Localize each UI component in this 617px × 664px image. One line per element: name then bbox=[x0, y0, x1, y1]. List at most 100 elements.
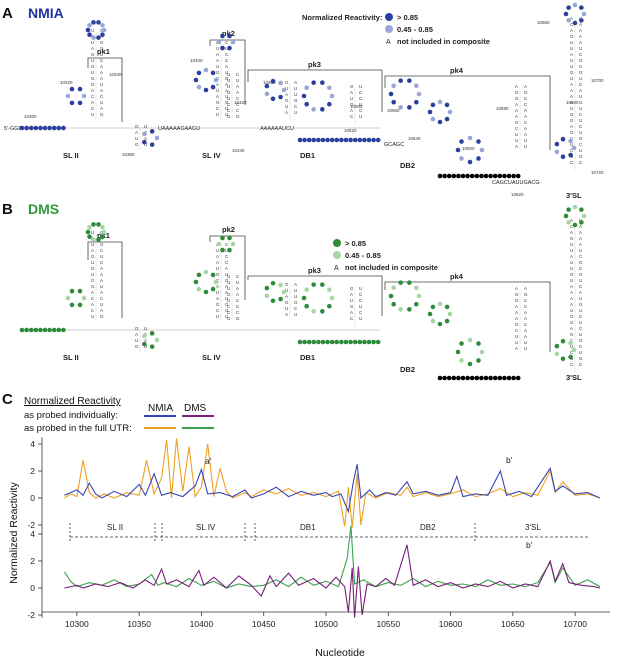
nucleotide-dot bbox=[568, 138, 573, 144]
nucleotide-dot bbox=[203, 67, 209, 73]
legend-b-excluded: not included in composite bbox=[345, 263, 438, 272]
nucleotide-dot bbox=[579, 5, 584, 10]
nucleotide-letter: A bbox=[216, 58, 219, 63]
nucleotide-dot bbox=[213, 279, 219, 285]
nucleotide-dot bbox=[51, 125, 57, 131]
nucleotide-letter: C bbox=[91, 308, 95, 313]
nucleotide-letter: C bbox=[100, 58, 104, 63]
nucleotide-letter: G bbox=[570, 112, 574, 117]
nucleotide-dot bbox=[320, 107, 325, 112]
nucleotide-dot bbox=[515, 173, 521, 179]
nucleotide-dot bbox=[56, 125, 62, 131]
nucleotide-dot bbox=[38, 125, 43, 131]
domain-label-a: 3'SL bbox=[566, 191, 582, 200]
nucleotide-letter: G bbox=[91, 76, 95, 81]
nucleotide-dot bbox=[469, 375, 475, 381]
nucleotide-dot bbox=[327, 85, 332, 91]
nucleotide-letter: C bbox=[359, 298, 363, 303]
nucleotide-dot bbox=[476, 358, 481, 363]
nucleotide-letter: U bbox=[227, 274, 230, 279]
nucleotide-dot bbox=[391, 285, 396, 291]
annotation-b-prime-bottom: b' bbox=[526, 540, 533, 550]
nucleotide-dot bbox=[407, 307, 412, 312]
nucleotide-dot bbox=[87, 224, 92, 230]
nucleotide-dot bbox=[281, 87, 287, 93]
nt-label: 10620 bbox=[511, 192, 524, 197]
nucleotide-letter: U bbox=[227, 96, 230, 101]
nt-label: 10360 bbox=[122, 152, 135, 157]
y-tick-label: 0 bbox=[30, 583, 35, 593]
nucleotide-letter: U bbox=[524, 144, 527, 149]
nucleotide-letter: C bbox=[524, 298, 528, 303]
nucleotide-dot bbox=[479, 147, 485, 153]
nucleotide-letter: G bbox=[294, 98, 298, 103]
nucleotide-letter: U bbox=[216, 266, 219, 271]
nucleotide-letter: C bbox=[570, 136, 574, 141]
nucleotide-dot bbox=[459, 341, 464, 346]
nucleotide-dot bbox=[320, 282, 325, 287]
legend-a-triangle-icon: A bbox=[386, 39, 391, 46]
domain-db1: DB1 bbox=[300, 523, 316, 532]
nucleotide-dot bbox=[77, 100, 83, 106]
nucleotide-dot bbox=[297, 137, 303, 143]
nucleotide-letter: U bbox=[144, 344, 147, 349]
nucleotide-letter: G bbox=[524, 292, 528, 297]
nucleotide-dot bbox=[96, 222, 101, 227]
nucleotide-dot bbox=[554, 351, 560, 357]
nucleotide-letter: G bbox=[285, 300, 289, 305]
nucleotide-dot bbox=[297, 339, 303, 345]
nucleotide-letter: C bbox=[524, 322, 528, 327]
nucleotide-letter: A bbox=[100, 272, 103, 277]
nucleotide-dot bbox=[459, 156, 464, 161]
nucleotide-letter: G bbox=[515, 96, 519, 101]
nucleotide-dot bbox=[264, 83, 270, 89]
nucleotide-dot bbox=[362, 137, 367, 143]
nucleotide-dot bbox=[398, 78, 403, 83]
nucleotide-dot bbox=[497, 173, 503, 179]
nucleotide-letter: C bbox=[579, 142, 583, 147]
nucleotide-letter: G bbox=[570, 70, 574, 75]
nt-label: 10600 bbox=[462, 146, 475, 151]
nucleotide-letter: A bbox=[135, 130, 138, 135]
nucleotide-dot bbox=[352, 137, 358, 143]
legend-a-title: Normalized Reactivity: bbox=[302, 13, 382, 22]
nucleotide-dot bbox=[69, 288, 75, 294]
nt-label: 10500 bbox=[350, 104, 363, 109]
nucleotide-letter: G bbox=[216, 272, 220, 277]
nucleotide-letter: A bbox=[524, 114, 527, 119]
nucleotide-letter: A bbox=[524, 126, 527, 131]
nucleotide-dot bbox=[77, 86, 83, 92]
nucleotide-dot bbox=[311, 107, 316, 112]
nucleotide-dot bbox=[311, 137, 317, 143]
nucleotide-letter: C bbox=[227, 304, 231, 309]
domain-label-b: 3'SL bbox=[566, 373, 582, 382]
nucleotide-dot bbox=[446, 173, 452, 179]
nucleotide-dot bbox=[483, 375, 489, 381]
nucleotide-letter: A bbox=[570, 290, 573, 295]
nucleotide-letter: U bbox=[579, 46, 582, 51]
nucleotide-dot bbox=[352, 339, 358, 345]
nucleotide-letter: C bbox=[216, 106, 220, 111]
nucleotide-dot bbox=[196, 84, 202, 90]
nucleotide-letter: A bbox=[524, 84, 527, 89]
nucleotide-dot bbox=[348, 339, 353, 345]
nucleotide-letter: U bbox=[359, 304, 362, 309]
nucleotide-letter: C bbox=[359, 292, 363, 297]
nt-label: 10700 bbox=[591, 78, 604, 83]
nucleotide-letter: U bbox=[579, 296, 582, 301]
nucleotide-letter: G bbox=[570, 34, 574, 39]
nucleotide-dot bbox=[566, 207, 571, 212]
panel-a-title: NMIA bbox=[28, 5, 64, 21]
db1-loop-a: AAAAAAUCU bbox=[260, 126, 294, 132]
nucleotide-dot bbox=[91, 237, 96, 242]
nucleotide-letter: C bbox=[225, 254, 229, 259]
nucleotide-dot bbox=[563, 11, 569, 17]
nucleotide-dot bbox=[220, 235, 225, 241]
nucleotide-letter: U bbox=[570, 248, 573, 253]
nucleotide-dot bbox=[572, 204, 578, 210]
nucleotide-letter: C bbox=[227, 108, 231, 113]
nucleotide-dot bbox=[357, 339, 363, 345]
nucleotide-letter: C bbox=[294, 306, 298, 311]
nucleotide-letter: G bbox=[91, 284, 95, 289]
nucleotide-letter: U bbox=[570, 58, 573, 63]
